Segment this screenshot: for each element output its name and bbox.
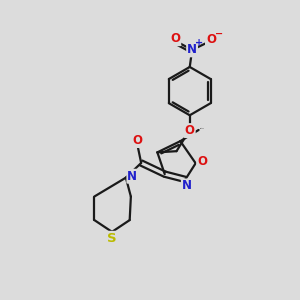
Text: O: O xyxy=(170,32,180,45)
Text: N: N xyxy=(187,44,197,56)
Text: O: O xyxy=(133,134,142,147)
Text: −: − xyxy=(214,29,223,39)
Text: O: O xyxy=(197,155,207,168)
Text: methyl: methyl xyxy=(200,128,205,129)
Text: S: S xyxy=(106,232,116,245)
Text: N: N xyxy=(127,170,137,183)
Text: O: O xyxy=(185,124,195,137)
Text: N: N xyxy=(182,179,192,192)
Text: +: + xyxy=(194,38,202,48)
Text: O: O xyxy=(206,33,216,46)
